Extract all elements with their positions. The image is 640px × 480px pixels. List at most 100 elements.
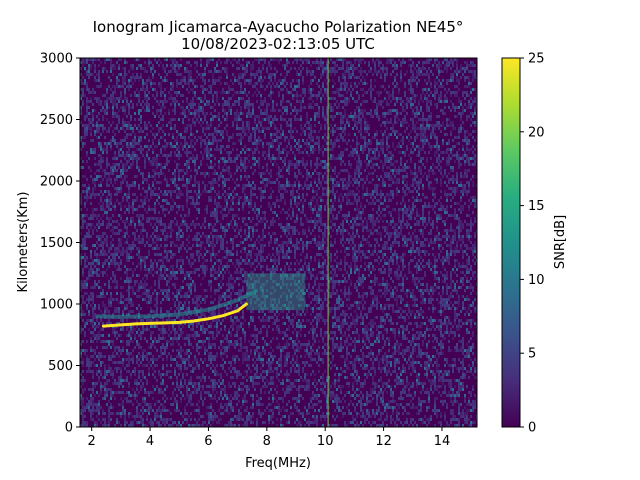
heatmap-cell [82,88,84,91]
heatmap-cell [200,283,202,286]
heatmap-cell [180,169,182,172]
heatmap-cell [174,118,176,121]
heatmap-cell [98,124,100,127]
heatmap-cell [176,70,178,73]
heatmap-cell [198,352,200,355]
heatmap-cell [218,373,220,376]
heatmap-cell [88,187,90,190]
heatmap-cell [228,154,230,157]
heatmap-cell [190,145,192,148]
heatmap-cell [176,79,178,82]
heatmap-cell [96,325,98,328]
heatmap-cell [108,76,110,79]
heatmap-cell [208,127,210,130]
heatmap-cell [206,127,208,130]
heatmap-cell [202,130,204,133]
heatmap-cell [194,331,196,334]
heatmap-cell [142,67,144,70]
heatmap-cell [158,85,160,88]
heatmap-cell [178,301,180,304]
heatmap-cell [216,211,218,214]
heatmap-cell [260,76,262,79]
heatmap-cell [114,328,116,331]
heatmap-cell [164,76,166,79]
heatmap-cell [134,268,136,271]
heatmap-cell [130,127,132,130]
heatmap-cell [92,88,94,91]
heatmap-cell [244,88,246,91]
heatmap-cell [226,133,228,136]
heatmap-cell [100,190,102,193]
heatmap-cell [190,322,192,325]
heatmap-cell [226,130,228,133]
heatmap-cell [94,151,96,154]
heatmap-cell [110,79,112,82]
heatmap-cell [176,196,178,199]
heatmap-cell [148,64,150,67]
heatmap-cell [152,241,154,244]
heatmap-cell [130,217,132,220]
heatmap-cell [248,274,250,277]
heatmap-cell [150,187,152,190]
heatmap-cell [126,181,128,184]
heatmap-cell [180,190,182,193]
heatmap-cell [204,67,206,70]
heatmap-cell [190,382,192,385]
heatmap-cell [172,292,174,295]
heatmap-cell [170,256,172,259]
heatmap-cell [132,211,134,214]
heatmap-cell [142,235,144,238]
heatmap-cell [148,268,150,271]
heatmap-cell [216,61,218,64]
heatmap-cell [234,172,236,175]
heatmap-cell [238,259,240,262]
heatmap-cell [88,400,90,403]
heatmap-cell [140,361,142,364]
heatmap-cell [152,88,154,91]
heatmap-cell [98,184,100,187]
heatmap-cell [184,337,186,340]
heatmap-cell [174,184,176,187]
heatmap-cell [92,391,94,394]
heatmap-cell [166,364,168,367]
heatmap-cell [258,127,260,130]
heatmap-cell [144,196,146,199]
heatmap-cell [144,388,146,391]
heatmap-cell [128,79,130,82]
heatmap-cell [162,118,164,121]
heatmap-cell [166,418,168,421]
heatmap-cell [80,214,82,217]
heatmap-cell [204,115,206,118]
heatmap-cell [164,349,166,352]
heatmap-cell [160,61,162,64]
heatmap-cell [200,139,202,142]
heatmap-cell [152,139,154,142]
heatmap-cell [114,205,116,208]
heatmap-cell [142,277,144,280]
heatmap-cell [200,385,202,388]
heatmap-cell [104,373,106,376]
heatmap-cell [186,334,188,337]
heatmap-cell [176,424,178,427]
heatmap-cell [206,157,208,160]
heatmap-cell [164,193,166,196]
heatmap-cell [236,163,238,166]
heatmap-cell [108,193,110,196]
heatmap-cell [246,358,248,361]
heatmap-cell [244,409,246,412]
heatmap-cell [94,244,96,247]
heatmap-cell [98,214,100,217]
heatmap-cell [128,253,130,256]
heatmap-cell [108,304,110,307]
heatmap-cell [142,202,144,205]
heatmap-cell [256,142,258,145]
heatmap-cell [250,304,252,307]
heatmap-cell [136,142,138,145]
heatmap-cell [244,166,246,169]
heatmap-cell [88,364,90,367]
heatmap-cell [124,271,126,274]
heatmap-cell [164,406,166,409]
heatmap-cell [126,163,128,166]
heatmap-cell [132,208,134,211]
heatmap-cell [104,172,106,175]
